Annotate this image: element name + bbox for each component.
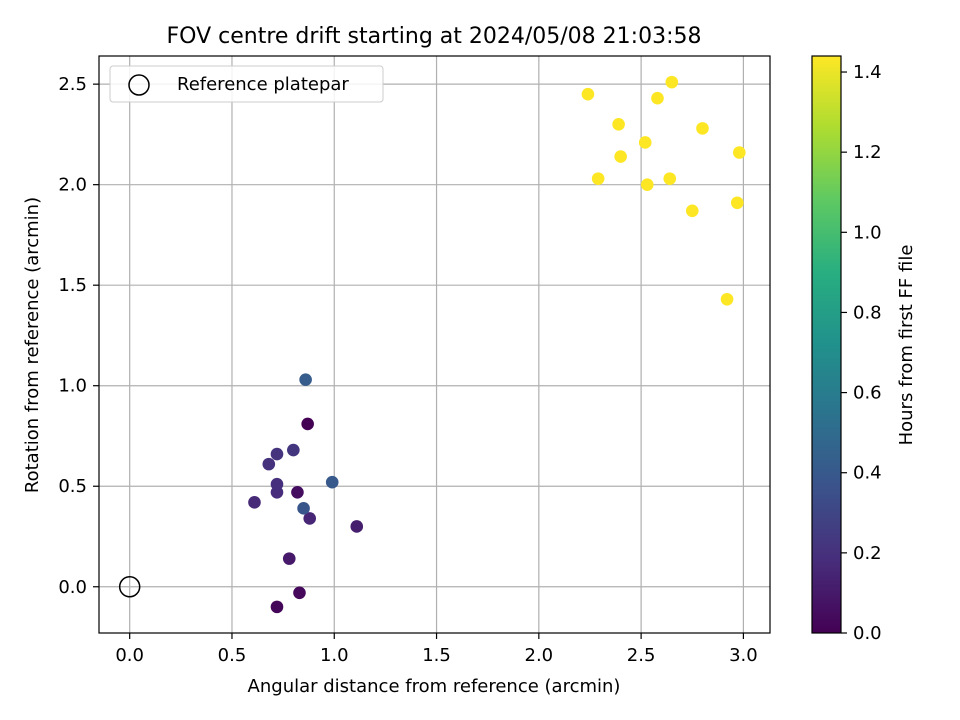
x-tick-label: 2.5 <box>627 645 656 666</box>
reference-marker <box>118 576 141 598</box>
y-tick-label: 2.0 <box>58 175 87 196</box>
x-tick-label: 0.0 <box>115 645 144 666</box>
data-point <box>665 75 679 89</box>
data-point <box>614 150 627 163</box>
data-point <box>638 136 652 149</box>
plot-frame <box>98 55 771 634</box>
colorbar-ticks: 0.0 0.2 0.4 0.6 0.8 1.0 1.2 1.4 <box>841 62 882 644</box>
data-point <box>270 477 284 491</box>
colorbar-tick-label: 1.2 <box>853 142 882 163</box>
y-axis-ticks: 0.0 0.5 1.0 1.5 2.0 2.5 <box>58 74 99 598</box>
y-tick-label: 2.5 <box>58 74 87 95</box>
data-point <box>291 485 304 499</box>
x-tick-label: 1.0 <box>320 645 349 666</box>
data-point <box>248 496 261 509</box>
data-point <box>663 172 677 185</box>
data-point <box>282 552 296 565</box>
data-point <box>350 520 364 533</box>
x-tick-label: 3.0 <box>729 645 758 666</box>
y-tick-label: 1.0 <box>58 376 87 397</box>
data-point <box>685 204 699 218</box>
colorbar-gradient <box>811 55 842 634</box>
legend: Reference platepar <box>109 65 384 103</box>
legend-label: Reference platepar <box>177 74 349 95</box>
data-point <box>270 600 284 614</box>
data-point <box>612 118 625 131</box>
data-point <box>262 457 276 471</box>
data-point <box>301 417 314 431</box>
data-point <box>287 443 300 457</box>
y-tick-label: 0.5 <box>58 476 87 497</box>
data-points <box>248 75 746 614</box>
colorbar-tick-label: 0.8 <box>853 302 882 323</box>
colorbar-tick-label: 0.6 <box>853 383 882 404</box>
data-point <box>270 447 284 461</box>
data-point <box>293 586 306 600</box>
colorbar-tick-label: 1.4 <box>853 62 882 83</box>
colorbar-label: Hours from first FF file <box>896 245 917 446</box>
reference-marker-group <box>118 576 141 598</box>
colorbar-tick-label: 1.0 <box>853 222 882 243</box>
x-tick-label: 1.5 <box>422 645 451 666</box>
colorbar: 0.0 0.2 0.4 0.6 0.8 1.0 1.2 1.4 Hours from firs… <box>811 55 917 644</box>
colorbar-tick-label: 0.4 <box>853 463 882 484</box>
data-point <box>730 196 744 210</box>
chart-title: FOV centre drift starting at 2024/05/08 … <box>167 24 702 49</box>
data-point <box>640 178 654 191</box>
x-tick-label: 2.0 <box>525 645 554 666</box>
x-axis-ticks: 0.0 0.5 1.0 1.5 2.0 2.5 3.0 <box>115 633 758 666</box>
data-point <box>297 502 310 515</box>
data-point <box>651 91 664 105</box>
data-point <box>733 146 746 159</box>
colorbar-tick-label: 0.2 <box>853 543 882 564</box>
x-tick-label: 0.5 <box>218 645 247 666</box>
legend-marker <box>128 74 150 96</box>
data-point <box>299 373 312 386</box>
data-point <box>325 475 339 489</box>
data-point <box>581 87 595 101</box>
data-point <box>696 122 709 135</box>
legend-box <box>109 65 384 103</box>
data-point <box>591 172 605 185</box>
x-axis-label: Angular distance from reference (arcmin) <box>248 676 621 697</box>
data-point <box>303 512 317 525</box>
y-axis-label: Rotation from reference (arcmin) <box>22 197 43 493</box>
colorbar-tick-label: 0.0 <box>853 623 882 644</box>
grid-lines <box>99 56 770 633</box>
data-point <box>720 292 734 306</box>
y-tick-label: 0.0 <box>58 577 87 598</box>
y-tick-label: 1.5 <box>58 275 87 296</box>
